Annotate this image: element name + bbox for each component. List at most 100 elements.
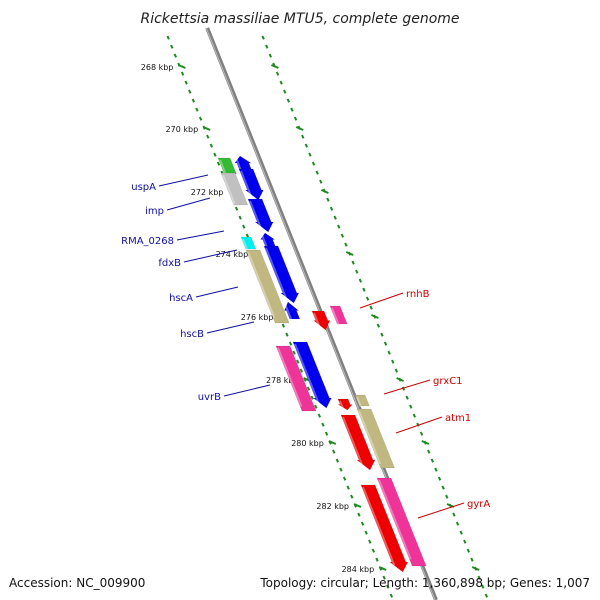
minor-tick-inner — [339, 467, 343, 472]
minor-tick-outer — [441, 485, 445, 490]
minor-tick-outer — [376, 323, 381, 328]
minor-tick-outer — [430, 458, 435, 463]
minor-tick-inner — [324, 431, 329, 436]
feature-gene-c-shine — [249, 200, 263, 232]
minor-tick-outer — [452, 512, 456, 517]
feature-gene-d-shine — [265, 247, 288, 300]
minor-tick-inner — [332, 449, 336, 454]
minor-tick-inner — [371, 548, 376, 553]
minor-tick-inner — [180, 71, 185, 76]
feature-gene-b-shine — [240, 170, 254, 200]
leader-line-imp — [166, 197, 211, 211]
feature-hscB-shine — [284, 303, 293, 320]
tick-label: 276 kbp — [241, 313, 274, 322]
minor-tick-outer — [265, 44, 269, 49]
minor-tick-outer — [286, 98, 291, 103]
feature-gyrA — [376, 477, 427, 567]
minor-tick-outer — [340, 233, 345, 238]
minor-tick-outer — [304, 143, 309, 148]
minor-tick-inner — [285, 332, 289, 337]
minor-tick-inner — [375, 557, 379, 562]
feature-gene-a-shine — [235, 157, 242, 171]
minor-tick-outer — [344, 242, 348, 247]
gene-label-uvrB: uvrB — [198, 392, 221, 403]
minor-tick-inner — [170, 44, 174, 49]
gene-label-imp: imp — [145, 206, 164, 217]
leader-line-atm1 — [395, 416, 443, 434]
major-tick — [421, 440, 430, 445]
minor-tick-outer — [416, 422, 420, 427]
tick-marks: 268 kbp 270 kbp 272 kbp 274 kbp 276 kbp 278 k… — [141, 35, 489, 598]
minor-tick-outer — [308, 152, 312, 157]
minor-tick-inner — [389, 593, 394, 598]
gene-labels: uspA imp RMA_0268 fdxB hscA hscB uvrB rnhB grxC1… — [121, 174, 490, 519]
major-tick — [328, 440, 337, 445]
minor-tick-inner — [234, 206, 239, 211]
map-title: Rickettsia massiliae MTU5, complete geno… — [140, 11, 459, 27]
minor-tick-outer — [427, 449, 431, 454]
major-tick — [396, 377, 404, 382]
minor-tick-inner — [317, 413, 322, 418]
minor-tick-outer — [319, 179, 323, 184]
feature-rnhB — [329, 305, 348, 325]
minor-tick-outer — [311, 161, 316, 166]
leader-line-gyrA — [417, 502, 465, 519]
minor-tick-outer — [437, 476, 442, 481]
gene-label-hscB: hscB — [180, 329, 204, 340]
feature-RMA_0268-shine — [242, 238, 249, 251]
feature-hscA — [245, 249, 290, 324]
minor-tick-inner — [310, 395, 314, 400]
minor-tick-inner — [357, 512, 361, 517]
minor-tick-outer — [383, 341, 388, 346]
minor-tick-outer — [380, 332, 384, 337]
minor-tick-outer — [401, 386, 406, 391]
minor-tick-outer — [333, 215, 337, 220]
minor-tick-outer — [362, 287, 366, 292]
feature-gyrA-neighbour — [360, 484, 409, 573]
tick-label: 284 kbp — [342, 565, 375, 574]
minor-tick-outer — [477, 575, 481, 580]
minor-tick-inner — [306, 386, 311, 391]
minor-tick-outer — [434, 467, 438, 472]
gene-label-fdxB: fdxB — [158, 258, 181, 269]
major-tick — [371, 314, 379, 319]
feature-uspA-shine — [219, 159, 227, 175]
leader-line-RMA_0268 — [176, 230, 225, 241]
minor-tick-inner — [195, 107, 199, 112]
minor-tick-outer — [394, 368, 399, 373]
minor-tick-inner — [198, 116, 203, 121]
minor-tick-inner — [321, 422, 325, 427]
feature-gene-e-shine — [294, 343, 320, 404]
feature-imp — [220, 172, 249, 206]
feature-uvrB-shine — [277, 347, 303, 407]
gene-label-grxC1: grxC1 — [433, 376, 462, 387]
minor-tick-outer — [268, 53, 273, 58]
minor-tick-outer — [369, 305, 373, 310]
minor-tick-outer — [261, 35, 265, 40]
major-tick — [295, 126, 304, 131]
minor-tick-outer — [391, 359, 395, 364]
features — [217, 155, 427, 573]
minor-tick-inner — [188, 89, 192, 94]
minor-tick-inner — [213, 152, 217, 157]
feature-uvrB — [275, 345, 317, 412]
minor-tick-outer — [329, 206, 334, 211]
major-tick — [202, 126, 211, 131]
leader-line-rnhB — [359, 292, 404, 309]
minor-tick-outer — [409, 404, 413, 409]
minor-tick-inner — [292, 350, 296, 355]
minor-tick-inner — [364, 530, 368, 535]
minor-tick-outer — [283, 89, 287, 94]
leader-line-uvrB — [223, 384, 271, 397]
minor-tick-outer — [358, 278, 363, 283]
minor-tick-inner — [173, 53, 178, 58]
major-tick — [471, 566, 480, 571]
minor-tick-inner — [184, 80, 188, 85]
minor-tick-outer — [290, 107, 294, 112]
minor-tick-outer — [463, 539, 467, 544]
minor-tick-outer — [279, 80, 283, 85]
feature-grxC1-shine — [356, 396, 362, 408]
minor-tick-outer — [275, 71, 280, 76]
leader-line-hscB — [206, 321, 255, 334]
